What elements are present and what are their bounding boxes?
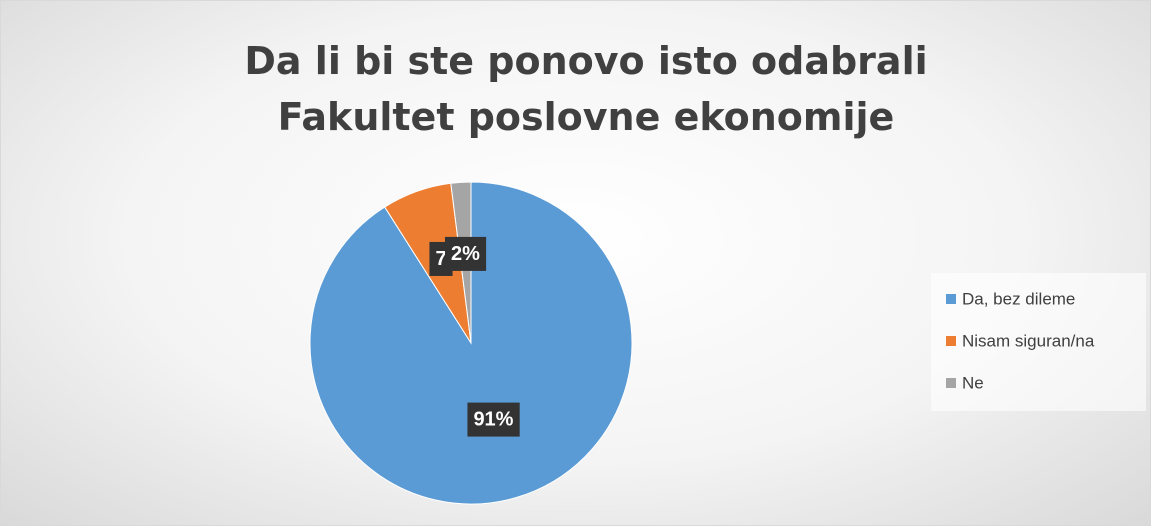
data-label: 91% (467, 402, 520, 437)
data-label-text: 91% (473, 409, 513, 431)
data-label-box (444, 236, 487, 271)
data-label-text: 7 (435, 248, 446, 270)
legend-label: Ne (962, 373, 984, 392)
legend-swatch (946, 336, 956, 346)
data-label-text: 2% (451, 243, 480, 265)
data-label-box (467, 402, 520, 437)
legend-label: Nisam siguran/na (962, 331, 1095, 350)
legend-swatch (946, 378, 956, 388)
legend-swatch (946, 294, 956, 304)
legend-label: Da, bez dileme (962, 289, 1075, 308)
chart-title: Da li bi ste ponovo isto odabrali Fakult… (244, 39, 928, 139)
data-label: 2% (444, 236, 487, 271)
legend-box (931, 273, 1146, 411)
